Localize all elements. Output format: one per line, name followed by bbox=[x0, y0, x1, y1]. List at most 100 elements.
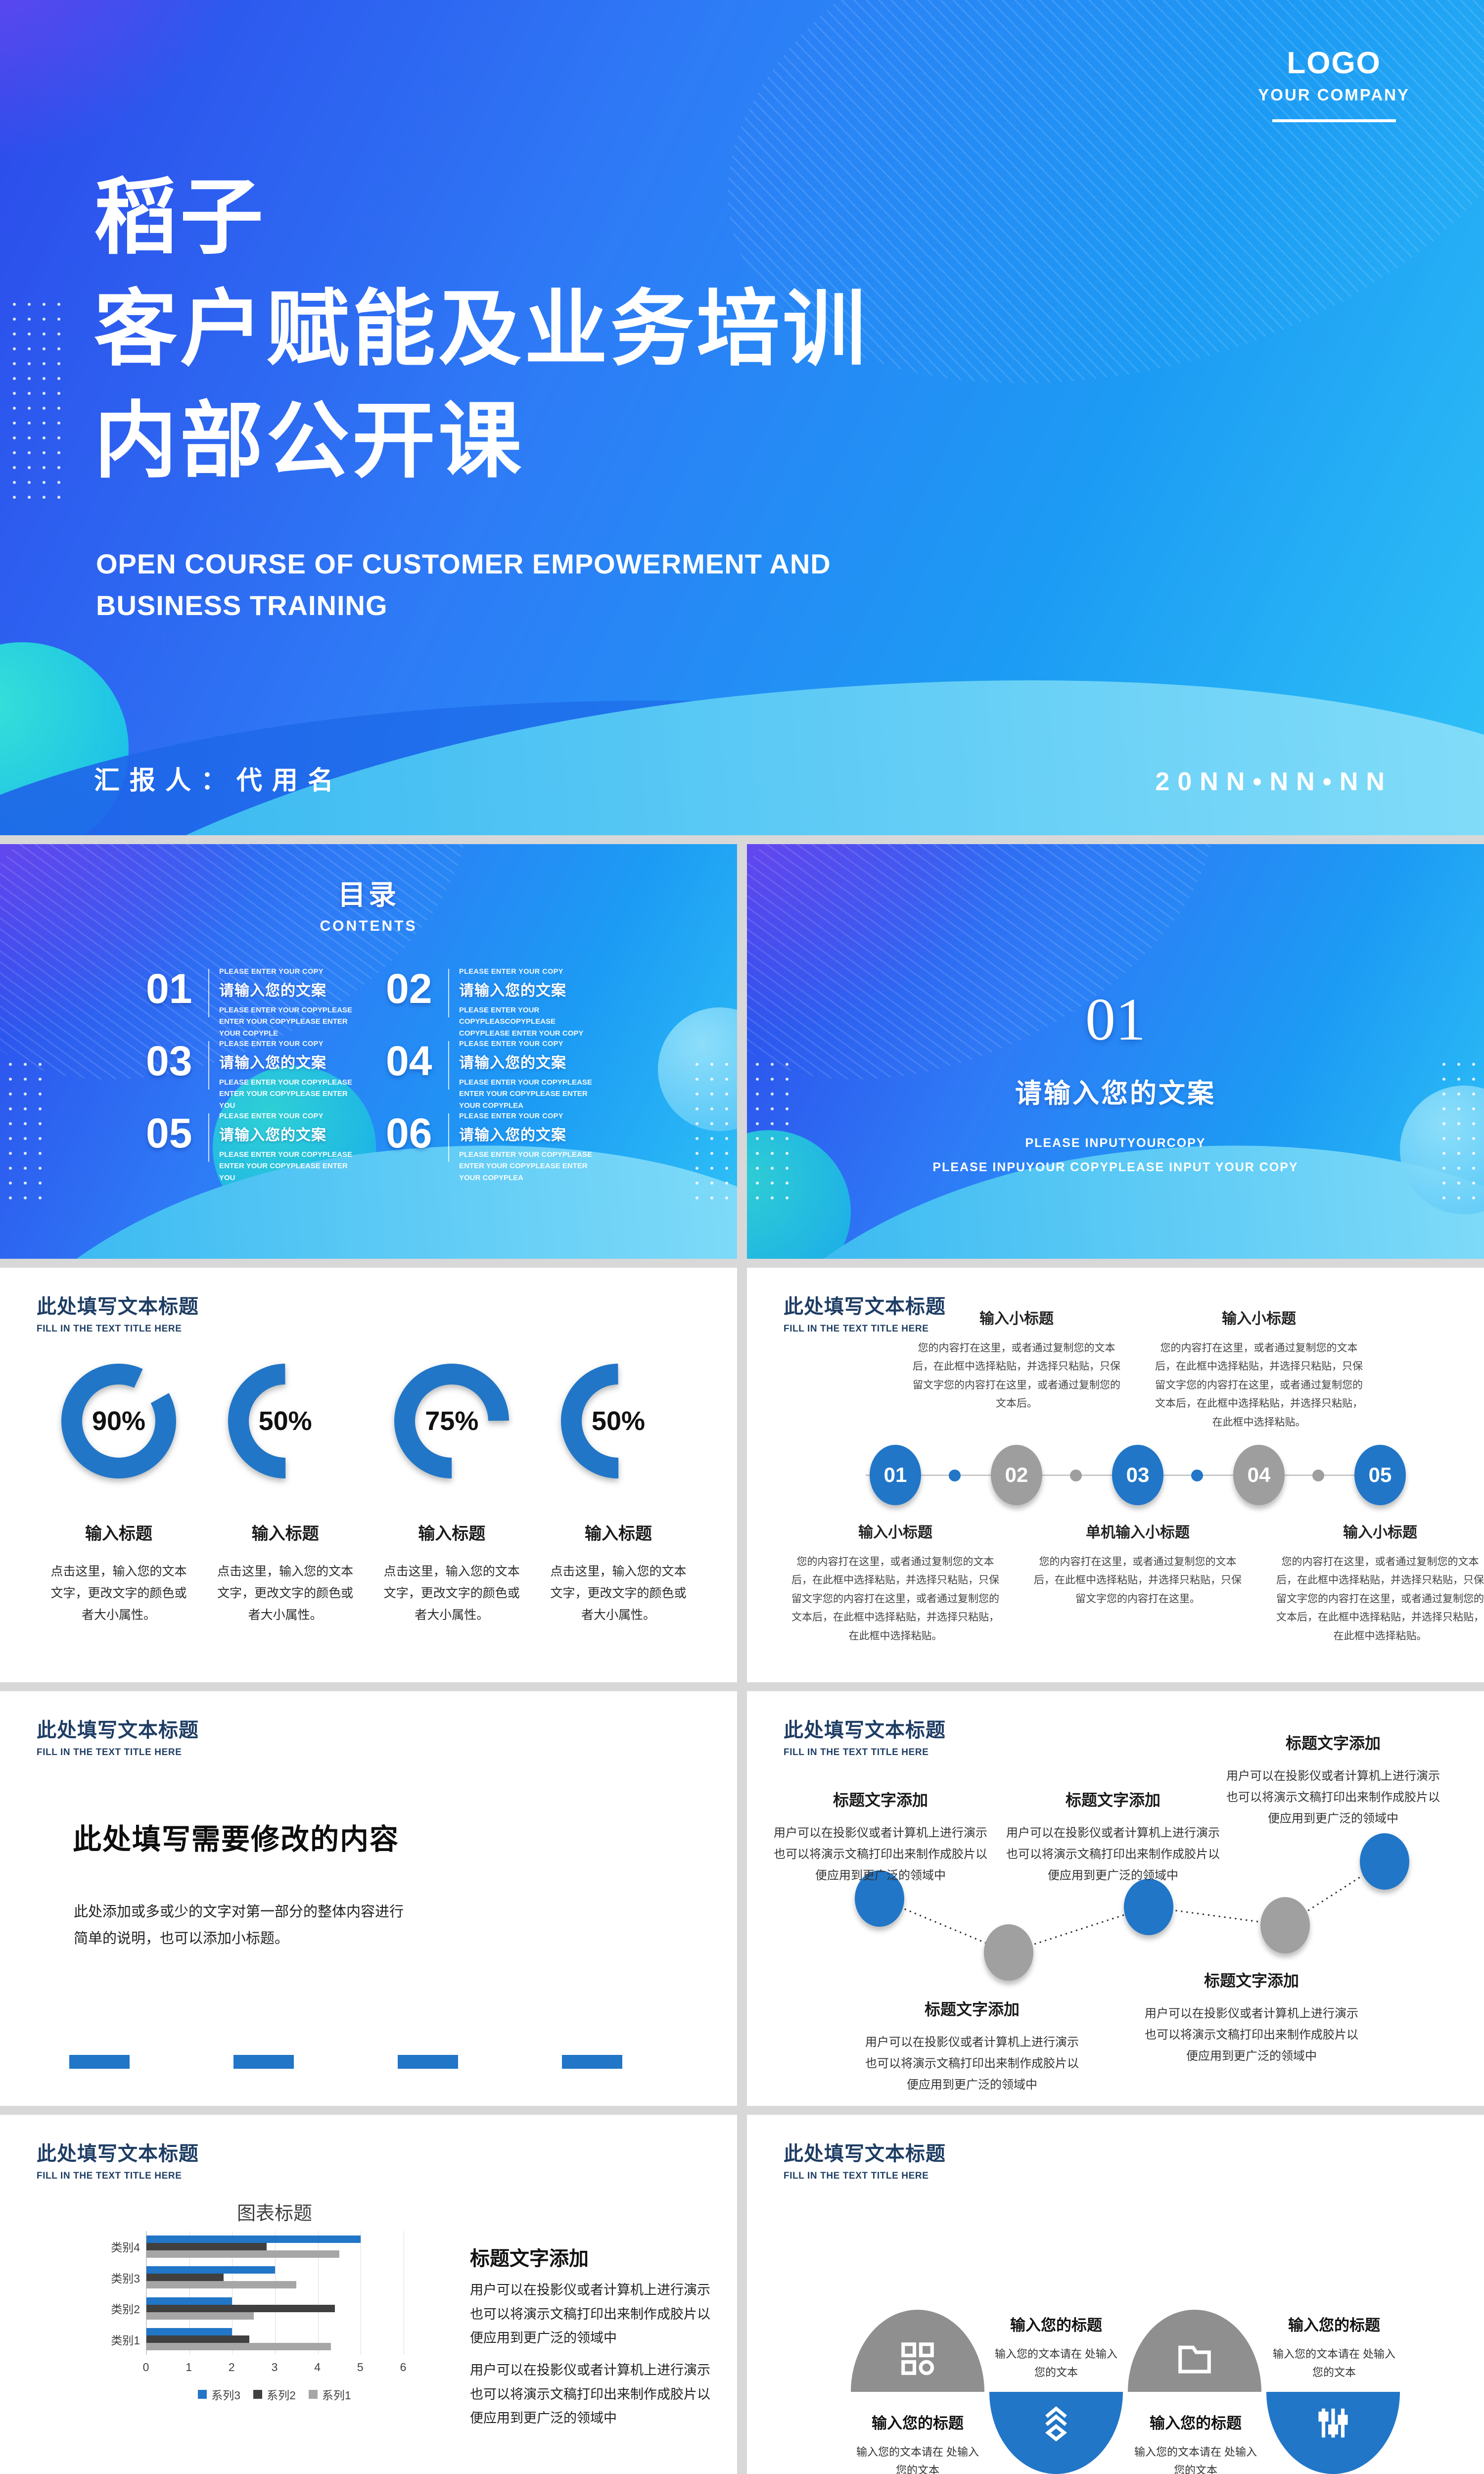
half-text-lower-2: 输入您的标题 输入您的文本请在 处输入您的文本 bbox=[1114, 2411, 1277, 2474]
item-number: 01 bbox=[146, 965, 192, 1012]
item-number: 04 bbox=[386, 1038, 432, 1084]
donut-item: 50% 输入标题 点击这里，输入您的文本文字，更改文字的颜色或者大小属性。 bbox=[211, 1362, 360, 1626]
timeline-text-above-1: 输入小标题 您的内容打在这里，或者通过复制您的文本后，在此框中选择粘贴，并选择只… bbox=[910, 1306, 1123, 1413]
timeline-dot bbox=[1312, 1470, 1324, 1481]
item-number: 06 bbox=[386, 1110, 432, 1156]
timeline-text-above-2: 输入小标题 您的内容打在这里，或者通过复制您的文本后，在此框中选择粘贴，并选择只… bbox=[1153, 1306, 1365, 1431]
block-body: 用户可以在投影仪或者计算机上进行演示也可以将演示文稿打印出来制作成胶片以便应用到… bbox=[1006, 1826, 1220, 1883]
timeline-step-2: 02 bbox=[991, 1445, 1042, 1505]
block-body: 输入您的文本请在 处输入您的文本 bbox=[856, 2446, 979, 2474]
cover-subtitle: OPEN COURSE OF CUSTOMER EMPOWERMENT AND … bbox=[96, 543, 831, 626]
item-label: 请输入您的文案 bbox=[219, 1127, 326, 1143]
item-kicker: PLEASE ENTER YOUR COPY bbox=[459, 1040, 563, 1048]
contents-header: 目录 CONTENTS bbox=[0, 873, 737, 935]
divider-number: 01 bbox=[1085, 986, 1146, 1053]
divider-content: 01 请输入您的文案 PLEASE INPUTYOURCOPY PLEASE I… bbox=[747, 985, 1484, 1175]
section-subtitle: FILL IN THE TEXT TITLE HERE bbox=[784, 2171, 929, 2181]
company-logo: LOGO YOUR COMPANY bbox=[1258, 46, 1410, 122]
block-title: 标题文字添加 bbox=[833, 1791, 928, 1809]
block-title: 标题文字添加 bbox=[1285, 1734, 1381, 1752]
donut-title: 输入标题 bbox=[85, 1524, 152, 1543]
item-text: PLEASE ENTER YOUR COPY 请输入您的文案 PLEASE EN… bbox=[459, 967, 595, 1039]
cover-title: 稻子 客户赋能及业务培训 内部公开课 bbox=[94, 176, 869, 482]
chart-xtick-label: 0 bbox=[142, 2361, 149, 2374]
chart-xtick-label: 3 bbox=[271, 2361, 278, 2374]
slide-half-circles: 此处填写文本标题 FILL IN THE TEXT TITLE HERE 输入您… bbox=[747, 2115, 1484, 2474]
block-title: 标题文字添加 bbox=[924, 2000, 1020, 2018]
cover-title-line1: 稻子 bbox=[94, 171, 266, 264]
contents-grid: 01 PLEASE ENTER YOUR COPY 请输入您的文案 PLEASE… bbox=[146, 965, 611, 1182]
item-desc: PLEASE ENTER YOUR COPYPLEASE ENTER YOUR … bbox=[219, 1078, 352, 1110]
item-text: PLEASE ENTER YOUR COPY 请输入您的文案 PLEASE EN… bbox=[219, 1111, 355, 1184]
chart-xtick-label: 6 bbox=[400, 2361, 407, 2374]
divider-title: 请输入您的文案 bbox=[1015, 1079, 1216, 1108]
donut-item: 75% 输入标题 点击这里，输入您的文本文字，更改文字的颜色或者大小属性。 bbox=[377, 1362, 526, 1626]
contents-item: 02 PLEASE ENTER YOUR COPY 请输入您的文案 PLEASE… bbox=[386, 967, 611, 1038]
chart-side-paragraph-2: 用户可以在投影仪或者计算机上进行演示也可以将演示文稿打印出来制作成胶片以便应用到… bbox=[470, 2363, 710, 2426]
section-subtitle: FILL IN THE TEXT TITLE HERE bbox=[784, 1747, 929, 1758]
item-label: 请输入您的文案 bbox=[219, 1055, 326, 1071]
bar-系列2 bbox=[146, 2304, 335, 2312]
donut-desc: 点击这里，输入您的文本文字，更改文字的颜色或者大小属性。 bbox=[550, 1565, 687, 1622]
contents-item: 05 PLEASE ENTER YOUR COPY 请输入您的文案 PLEASE… bbox=[146, 1111, 371, 1182]
donut-ring-icon bbox=[394, 1364, 510, 1478]
timeline-text-below-2: 单机输入小标题 您的内容打在这里，或者通过复制您的文本后，在此框中选择粘贴，并选… bbox=[1031, 1520, 1244, 1608]
contents-item: 03 PLEASE ENTER YOUR COPY 请输入您的文案 PLEASE… bbox=[146, 1039, 371, 1110]
block-title: 输入您的标题 bbox=[872, 2415, 964, 2432]
legend-item: 系列2 bbox=[253, 2386, 296, 2403]
chart-gridline bbox=[318, 2231, 319, 2355]
item-text: PLEASE ENTER YOUR COPY 请输入您的文案 PLEASE EN… bbox=[219, 967, 355, 1039]
bar-chart-plot bbox=[146, 2231, 404, 2355]
intro-column-3: 添加标题 请在此添加您的文字内容，请在此添加您的文字内容。 bbox=[398, 2055, 549, 2106]
folder-icon bbox=[1172, 2336, 1217, 2381]
sliders-icon bbox=[1311, 2401, 1355, 2445]
block-body: 您的内容打在这里，或者通过复制您的文本后，在此框中选择粘贴，并选择只粘贴，只保留… bbox=[791, 1556, 999, 1642]
half-text-lower-1: 输入您的标题 输入您的文本请在 处输入您的文本 bbox=[836, 2411, 999, 2474]
cover-subtitle-line2: BUSINESS TRAINING bbox=[96, 590, 388, 621]
block-body: 用户可以在投影仪或者计算机上进行演示也可以将演示文稿打印出来制作成胶片以便应用到… bbox=[1145, 2007, 1358, 2063]
item-divider bbox=[448, 1113, 449, 1162]
dots-pattern-right-decor bbox=[1437, 1057, 1481, 1205]
bar-系列3 bbox=[146, 2297, 232, 2305]
donut-title: 输入标题 bbox=[251, 1524, 319, 1543]
zigzag-node-2 bbox=[984, 1924, 1033, 1981]
slide-section-divider: 01 请输入您的文案 PLEASE INPUTYOURCOPY PLEASE I… bbox=[747, 844, 1484, 1259]
block-body: 您的内容打在这里，或者通过复制您的文本后，在此框中选择粘贴，并选择只粘贴，只保留… bbox=[1155, 1342, 1363, 1428]
block-body: 输入您的文本请在 处输入您的文本 bbox=[1272, 2348, 1396, 2379]
block-title: 单机输入小标题 bbox=[1086, 1524, 1190, 1541]
bar-group bbox=[146, 2266, 404, 2289]
zigzag-text-1: 标题文字添加 用户可以在投影仪或者计算机上进行演示也可以将演示文稿打印出来制作成… bbox=[772, 1788, 989, 1887]
slide-zigzag: 此处填写文本标题 FILL IN THE TEXT TITLE HERE 标题文… bbox=[747, 1691, 1484, 2106]
timeline-step-5: 05 bbox=[1354, 1445, 1406, 1505]
item-desc: PLEASE ENTER YOUR COPYPLEASE ENTER YOUR … bbox=[459, 1078, 592, 1110]
dots-pattern-decor bbox=[7, 297, 71, 510]
bar-系列1 bbox=[146, 2250, 339, 2258]
zigzag-node-3 bbox=[1124, 1879, 1173, 1935]
donut-percent: 75% bbox=[425, 1406, 479, 1436]
legend-label: 系列1 bbox=[322, 2389, 351, 2402]
slide-cover: LOGO YOUR COMPANY 稻子 客户赋能及业务培训 内部公开课 OPE… bbox=[0, 0, 1484, 835]
accent-bar bbox=[69, 2055, 130, 2069]
zigzag-node-4 bbox=[1260, 1897, 1310, 1953]
chart-category-label: 类别3 bbox=[111, 2272, 140, 2285]
item-divider bbox=[208, 1041, 209, 1090]
slide-donut-stats: 此处填写文本标题 FILL IN THE TEXT TITLE HERE 90%… bbox=[0, 1268, 737, 1682]
legend-item: 系列1 bbox=[308, 2386, 351, 2403]
half-text-upper-1: 输入您的标题 输入您的文本请在 处输入您的文本 bbox=[974, 2313, 1138, 2382]
item-divider bbox=[208, 1113, 209, 1162]
chart-category-label: 类别4 bbox=[111, 2241, 140, 2254]
donut-percent: 50% bbox=[258, 1406, 312, 1436]
section-title: 此处填写文本标题 bbox=[784, 1296, 946, 1318]
zigzag-text-4: 标题文字添加 用户可以在投影仪或者计算机上进行演示也可以将演示文稿打印出来制作成… bbox=[863, 1997, 1081, 2096]
block-body: 用户可以在投影仪或者计算机上进行演示也可以将演示文稿打印出来制作成胶片以便应用到… bbox=[774, 1826, 987, 1883]
block-title: 输入小标题 bbox=[979, 1311, 1054, 1327]
zigzag-text-5: 标题文字添加 用户可以在投影仪或者计算机上进行演示也可以将演示文稿打印出来制作成… bbox=[1143, 1968, 1360, 2067]
bar-group bbox=[146, 2297, 404, 2320]
item-text: PLEASE ENTER YOUR COPY 请输入您的文案 PLEASE EN… bbox=[219, 1039, 355, 1111]
section-subtitle: FILL IN THE TEXT TITLE HERE bbox=[37, 1747, 182, 1758]
section-subtitle: FILL IN THE TEXT TITLE HERE bbox=[37, 1324, 182, 1334]
donut-desc: 点击这里，输入您的文本文字，更改文字的颜色或者大小属性。 bbox=[383, 1565, 520, 1622]
block-title: 输入您的标题 bbox=[1150, 2415, 1242, 2432]
chart-category-label: 类别2 bbox=[111, 2303, 140, 2316]
contents-item: 06 PLEASE ENTER YOUR COPY 请输入您的文案 PLEASE… bbox=[386, 1110, 611, 1182]
